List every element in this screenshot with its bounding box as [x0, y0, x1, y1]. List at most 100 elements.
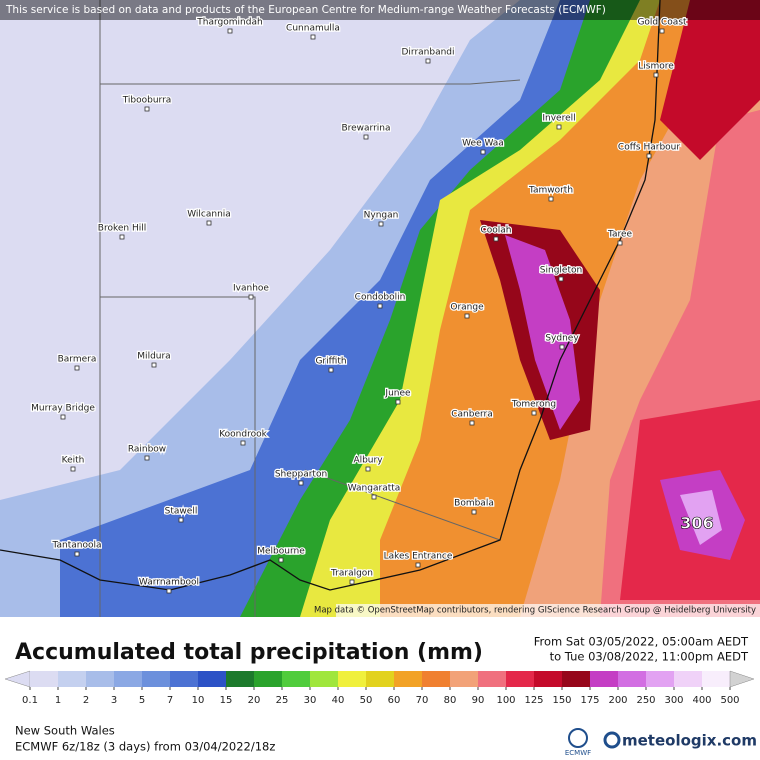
colorbar-segment	[674, 671, 702, 687]
place-marker	[371, 494, 377, 500]
place-label: Wangaratta	[348, 484, 401, 494]
colorbar-tick-label: 400	[692, 695, 711, 706]
notice-bar	[0, 0, 760, 20]
place-label: Mildura	[137, 352, 170, 362]
coastline	[0, 0, 661, 591]
place-marker	[531, 410, 537, 416]
place-marker	[559, 344, 565, 350]
place-label: Taree	[607, 230, 633, 240]
place-label: Rainbow	[128, 445, 166, 455]
place-marker	[377, 303, 383, 309]
place-label: Sydney	[545, 334, 579, 344]
place-label: Lismore	[638, 62, 674, 72]
place-marker	[395, 399, 401, 405]
place-marker	[328, 367, 334, 373]
colorbar-segment	[506, 671, 534, 687]
colorbar-segment	[58, 671, 86, 687]
place-marker	[206, 220, 212, 226]
place-label: Melbourne	[257, 547, 305, 557]
colorbar-tick-label: 20	[248, 695, 261, 706]
place-label: Junee	[384, 389, 411, 399]
date-to: to Tue 03/08/2022, 11:00pm AEDT	[550, 650, 749, 664]
place-marker	[493, 236, 499, 242]
colorbar-tick-label: 5	[139, 695, 145, 706]
map: This service is based on data and produc…	[0, 0, 760, 617]
colorbar-segment	[282, 671, 310, 687]
place-marker	[74, 551, 80, 557]
place-label: Wee Waa	[462, 139, 504, 149]
place-marker	[659, 28, 665, 34]
colorbar-tick-label: 100	[496, 695, 515, 706]
colorbar-segment	[618, 671, 646, 687]
place-label: Brewarrina	[341, 124, 390, 134]
place-marker	[425, 58, 431, 64]
place-label: Cunnamulla	[286, 24, 340, 34]
colorbar-tick-label: 15	[220, 695, 233, 706]
colorbar-tick-label: 70	[416, 695, 429, 706]
colorbar-segment	[478, 671, 506, 687]
place-marker	[558, 276, 564, 282]
legend-title: Accumulated total precipitation (mm)	[15, 640, 483, 665]
place-label: Bombala	[454, 499, 494, 509]
colorbar-segment	[310, 671, 338, 687]
colorbar-tick-label: 40	[332, 695, 345, 706]
place-label: Nyngan	[364, 211, 399, 221]
state-border	[99, 0, 521, 617]
colorbar-arrow-left	[4, 670, 31, 688]
colorbar-tick-label: 50	[360, 695, 373, 706]
colorbar-tick-label: 30	[304, 695, 317, 706]
colorbar-segment	[142, 671, 170, 687]
region: New South Wales	[15, 724, 115, 738]
place-label: Griffith	[315, 357, 346, 367]
place-marker	[144, 455, 150, 461]
place-marker	[298, 480, 304, 486]
place-marker	[166, 588, 172, 594]
ecmwf-icon	[568, 728, 588, 748]
place-label: Inverell	[542, 114, 575, 124]
place-marker	[363, 134, 369, 140]
place-label: Murray Bridge	[31, 404, 95, 414]
notice: This service is based on data and produc…	[5, 4, 606, 16]
max-label: 306	[680, 514, 713, 533]
place-label: Warrnambool	[139, 578, 199, 588]
rain-zone	[505, 235, 580, 430]
place-marker	[70, 466, 76, 472]
colorbar-tick-label: 500	[720, 695, 739, 706]
colorbar-segment	[170, 671, 198, 687]
place-marker	[365, 466, 371, 472]
place-marker	[60, 414, 66, 420]
colorbar-arrow-right	[729, 670, 755, 688]
place-marker	[119, 234, 125, 240]
colorbar-segment	[562, 671, 590, 687]
place-marker	[178, 517, 184, 523]
place-marker	[471, 509, 477, 515]
place-marker	[144, 106, 150, 112]
place-label: Canberra	[451, 410, 493, 420]
place-marker	[548, 196, 554, 202]
place-label: Lakes Entrance	[384, 552, 453, 562]
place-marker	[469, 420, 475, 426]
place-label: Singleton	[540, 266, 582, 276]
colorbar-tick-label: 250	[636, 695, 655, 706]
place-marker	[480, 149, 486, 155]
place-marker	[310, 34, 316, 40]
brand: meteologix.com	[622, 732, 757, 750]
place-marker	[227, 28, 233, 34]
colorbar-segment	[114, 671, 142, 687]
place-marker	[556, 124, 562, 130]
place-label: Condobolin	[355, 293, 406, 303]
place-marker	[415, 562, 421, 568]
colorbar-tick-label: 1	[55, 695, 61, 706]
place-label: Traralgon	[330, 569, 373, 579]
place-marker	[349, 579, 355, 585]
place-label: Dirranbandi	[401, 48, 454, 58]
place-marker	[653, 72, 659, 78]
place-label: Tantanoola	[51, 541, 101, 551]
place-marker	[278, 557, 284, 563]
place-label: Albury	[353, 456, 383, 466]
colorbar-segment	[338, 671, 366, 687]
colorbar-tick-label: 25	[276, 695, 289, 706]
place-label: Shepparton	[275, 470, 327, 480]
